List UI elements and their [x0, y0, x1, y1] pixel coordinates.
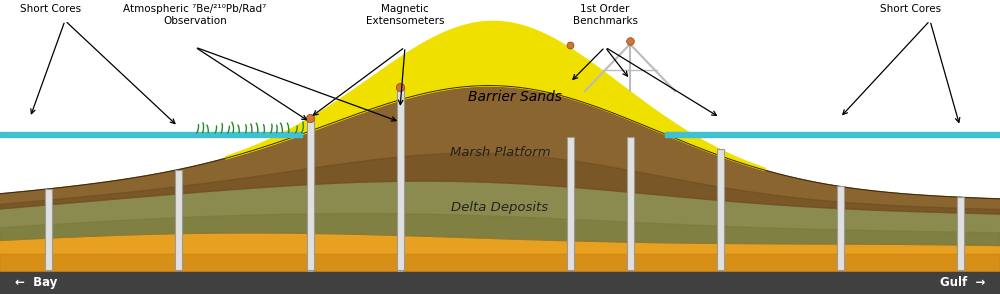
Text: ←  Bay: ← Bay [15, 276, 57, 290]
Text: Marsh Platform: Marsh Platform [450, 146, 550, 159]
Text: Barrier Sands: Barrier Sands [468, 90, 562, 104]
Text: Short Cores: Short Cores [20, 4, 81, 14]
Bar [175, 170, 182, 270]
Bar [716, 149, 724, 270]
Bar [956, 197, 964, 270]
Bar [44, 189, 52, 270]
Bar [396, 88, 404, 270]
Text: Short Cores: Short Cores [880, 4, 941, 14]
Text: Gulf  →: Gulf → [940, 276, 985, 290]
Text: Atmospheric ⁷Be/²¹⁰Pb/Rad⁷
Observation: Atmospheric ⁷Be/²¹⁰Pb/Rad⁷ Observation [123, 4, 267, 26]
Bar [306, 120, 314, 270]
Bar [626, 137, 634, 270]
Bar [566, 137, 574, 270]
Text: Delta Deposits: Delta Deposits [451, 201, 549, 214]
Bar [836, 186, 844, 270]
Text: Magnetic
Extensometers: Magnetic Extensometers [366, 4, 444, 26]
Text: 1st Order
Benchmarks: 1st Order Benchmarks [572, 4, 638, 26]
